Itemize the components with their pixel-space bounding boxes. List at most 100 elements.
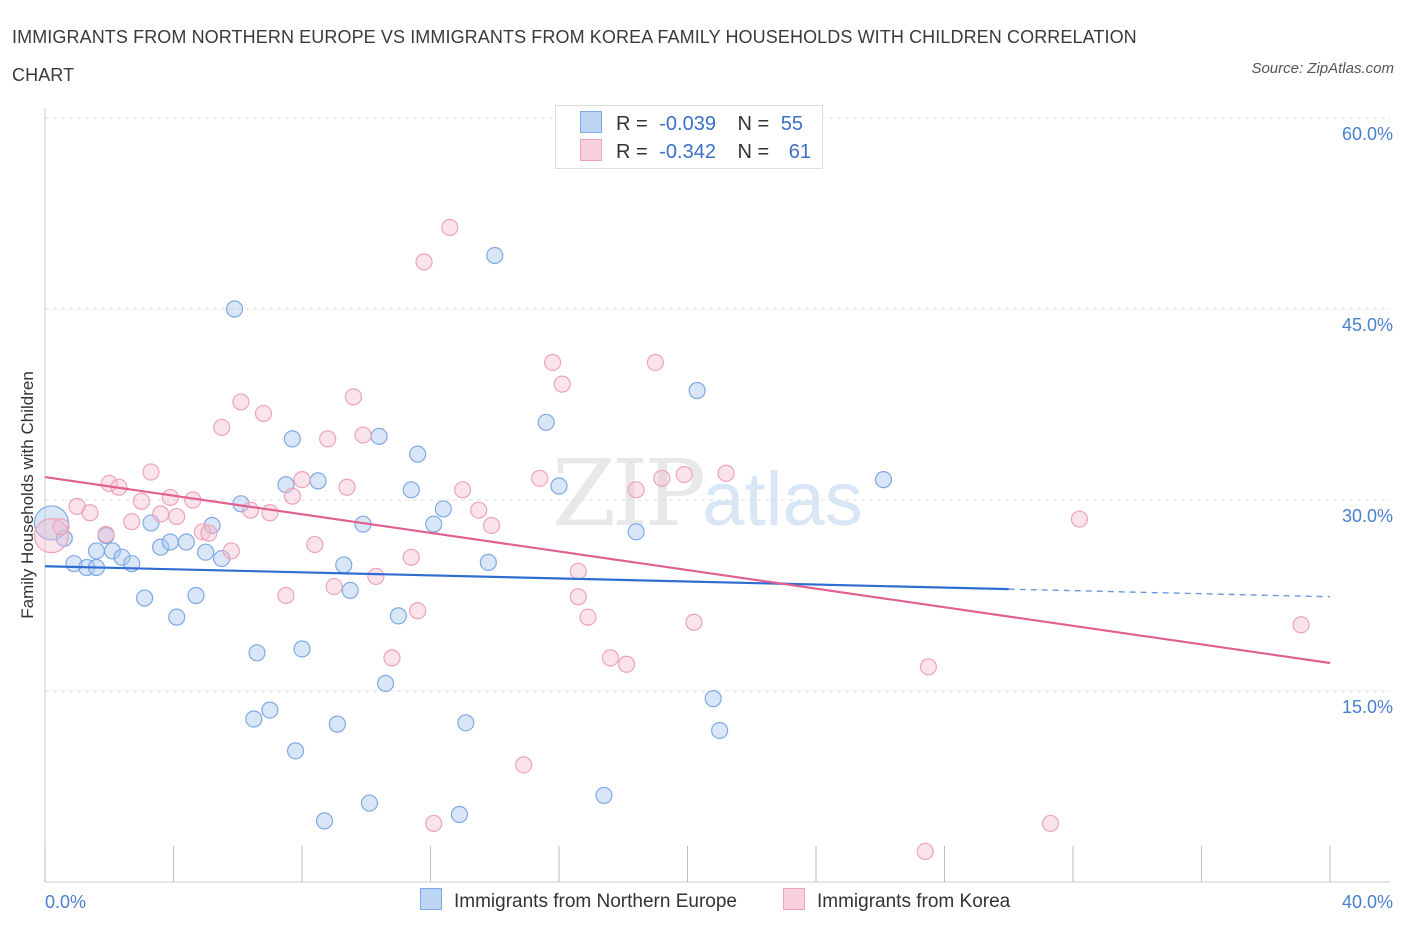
korea-point [569, 588, 587, 606]
northern-europe-point [315, 812, 334, 830]
northern-europe-point [486, 246, 504, 265]
correlation-legend: R = -0.039 N = 55 R = -0.342 N = 61 [555, 105, 823, 169]
korea-point [254, 404, 273, 423]
korea-point [531, 469, 549, 487]
northern-europe-point [103, 542, 122, 560]
northern-europe-point [874, 471, 893, 489]
northern-europe-point [704, 690, 722, 708]
y-tick-label: 60.0% [1342, 124, 1393, 144]
korea-point [482, 516, 501, 535]
korea-trend-line [44, 475, 1331, 665]
korea-point [553, 375, 571, 393]
korea-point [193, 523, 212, 541]
y-tick-label: 15.0% [1342, 697, 1393, 717]
korea-point [200, 524, 218, 542]
korea-point [627, 481, 645, 499]
northern-europe-point [177, 533, 195, 551]
korea-point [1292, 616, 1310, 634]
korea-point [916, 842, 934, 861]
y-tick-label: 45.0% [1342, 315, 1393, 335]
northern-europe-point [360, 794, 379, 812]
series-swatch-northern-europe [420, 888, 442, 910]
northern-europe-point [168, 608, 186, 626]
y-axis-label: Family Households with Children [18, 371, 37, 619]
korea-point [123, 513, 141, 531]
legend-n-value: 61 [788, 141, 812, 163]
northern-europe-point [425, 515, 443, 533]
series-name-korea: Immigrants from Korea [817, 891, 1011, 912]
korea-point [1041, 814, 1060, 833]
korea-point [675, 465, 693, 484]
northern-europe-point [328, 715, 346, 733]
korea-point [319, 430, 337, 448]
northern-europe-point [248, 644, 266, 662]
korea-point [601, 649, 620, 667]
northern-europe-point [537, 413, 555, 431]
korea-point [344, 388, 362, 406]
korea-point [283, 487, 301, 505]
korea-point [52, 518, 70, 536]
korea-point [685, 613, 703, 631]
northern-europe-point [152, 538, 170, 556]
source-label: Source: ZipAtlas.com [1251, 60, 1394, 77]
northern-europe-point [341, 581, 359, 600]
korea-point [277, 586, 295, 605]
legend-r-value: -0.039 [659, 113, 716, 135]
northern-europe-point [113, 548, 131, 566]
northern-europe-point [711, 721, 729, 740]
korea-point [919, 658, 938, 676]
korea-point [543, 353, 562, 372]
northern-europe-point [627, 523, 645, 541]
korea-point [409, 602, 427, 620]
legend-n-value: 55 [780, 113, 804, 135]
northern-europe-point [450, 805, 469, 824]
legend-swatch-korea [580, 139, 602, 161]
northern-europe-point [389, 607, 407, 625]
northern-europe-point [187, 586, 205, 605]
northern-europe-point [87, 542, 106, 560]
series-name-northern-europe: Immigrants from Northern Europe [454, 891, 737, 912]
korea-point [161, 488, 179, 507]
northern-europe-point [261, 701, 279, 719]
northern-europe-point [283, 430, 301, 448]
korea-point [293, 471, 311, 489]
northern-europe-point [293, 640, 311, 658]
legend-row-northern-europe: R = -0.039 N = 55 [580, 111, 803, 137]
northern-europe-point [309, 472, 327, 490]
northern-europe-point [286, 742, 305, 760]
northern-europe-point [161, 533, 179, 551]
series-swatch-korea [783, 888, 805, 910]
northern-europe-point [197, 543, 215, 561]
korea-point [402, 548, 420, 566]
korea-point [646, 353, 664, 372]
northern-europe-point [370, 427, 388, 445]
y-tick-label: 30.0% [1342, 506, 1393, 526]
chart-title: IMMIGRANTS FROM NORTHERN EUROPE VS IMMIG… [12, 27, 1137, 85]
northern-europe-point [595, 786, 613, 805]
korea-point [213, 418, 231, 437]
korea-point [33, 518, 70, 554]
korea-point [515, 756, 533, 774]
korea-point [325, 577, 343, 596]
northern-europe-point [479, 553, 497, 571]
northern-europe-point [135, 589, 154, 607]
korea-point [717, 464, 735, 482]
korea-point [454, 481, 472, 499]
legend-row-korea: R = -0.342 N = 61 [580, 139, 811, 165]
northern-europe-point [550, 477, 568, 495]
korea-point [415, 253, 433, 271]
northern-europe-point [409, 445, 427, 463]
northern-europe-point [402, 481, 420, 499]
legend-r-value: -0.342 [659, 141, 716, 163]
korea-point [242, 501, 260, 519]
korea-point [132, 492, 150, 510]
korea-point [261, 504, 279, 522]
legend-r-label: R = [616, 141, 648, 163]
northern-europe-trend-extension [1008, 588, 1331, 598]
x-tick-label: 40.0% [1342, 892, 1393, 912]
korea-point [354, 426, 372, 444]
korea-point [222, 542, 240, 560]
korea-point [152, 505, 170, 523]
korea-point [425, 814, 443, 833]
